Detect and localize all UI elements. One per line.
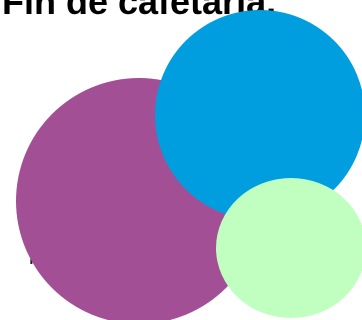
green-circle-shape[interactable] bbox=[216, 178, 362, 318]
slide-title: Fin de cafetaria. bbox=[2, 0, 277, 22]
